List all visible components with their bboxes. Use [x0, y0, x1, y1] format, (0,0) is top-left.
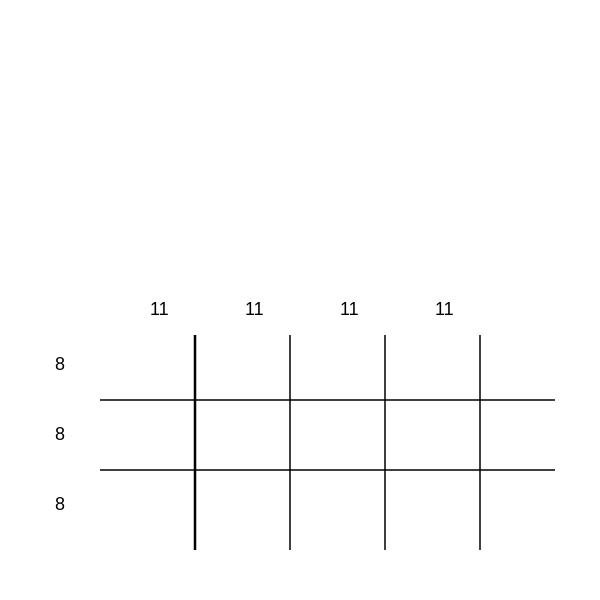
top-label: 11 — [340, 299, 359, 319]
left-label: 8 — [55, 424, 65, 444]
top-label: 11 — [245, 299, 264, 319]
top-label: 11 — [150, 299, 169, 319]
left-label: 8 — [55, 354, 65, 374]
top-label: 11 — [435, 299, 454, 319]
left-label: 8 — [55, 494, 65, 514]
grid-diagram: 11 11 11 11 8 8 8 — [0, 0, 600, 600]
